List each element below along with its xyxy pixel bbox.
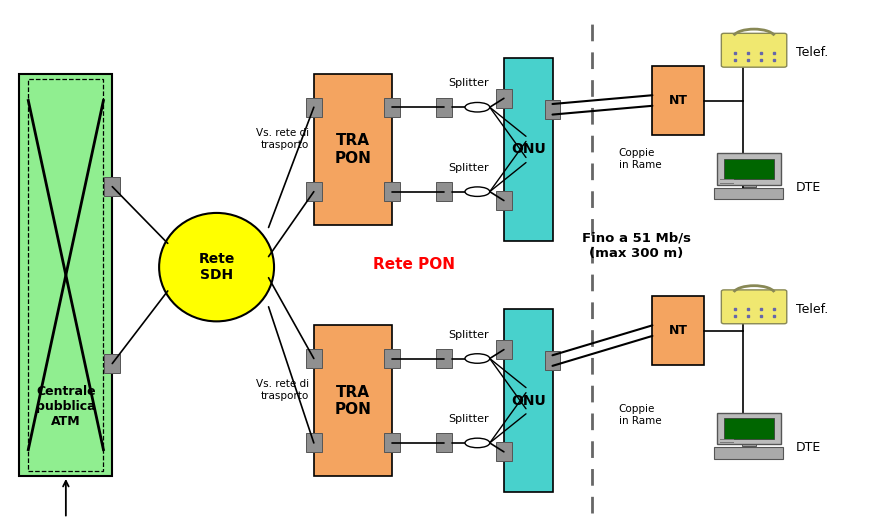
FancyBboxPatch shape [504, 58, 552, 241]
Ellipse shape [159, 213, 274, 321]
FancyBboxPatch shape [384, 349, 400, 368]
FancyBboxPatch shape [436, 182, 452, 201]
FancyBboxPatch shape [384, 433, 400, 452]
Text: Vs. rete di
trasporto: Vs. rete di trasporto [256, 128, 309, 150]
Text: Splitter: Splitter [448, 78, 489, 88]
Text: TRA
PON: TRA PON [334, 133, 371, 166]
FancyBboxPatch shape [436, 349, 452, 368]
FancyBboxPatch shape [384, 98, 400, 117]
Text: Splitter: Splitter [448, 414, 489, 424]
Text: ONU: ONU [511, 142, 545, 157]
FancyBboxPatch shape [717, 413, 781, 444]
Ellipse shape [465, 438, 490, 448]
FancyBboxPatch shape [104, 354, 120, 373]
FancyBboxPatch shape [314, 325, 392, 476]
FancyBboxPatch shape [306, 98, 322, 117]
Text: Splitter: Splitter [448, 163, 489, 173]
Text: DTE: DTE [796, 441, 821, 453]
FancyBboxPatch shape [742, 183, 756, 187]
FancyBboxPatch shape [652, 296, 704, 365]
Text: Fino a 51 Mb/s
(max 300 m): Fino a 51 Mb/s (max 300 m) [582, 232, 691, 260]
FancyBboxPatch shape [306, 349, 322, 368]
Text: ONU: ONU [511, 394, 545, 408]
FancyBboxPatch shape [436, 433, 452, 452]
FancyBboxPatch shape [496, 442, 512, 461]
Text: Vs. rete di
trasporto: Vs. rete di trasporto [256, 379, 309, 401]
Text: Rete PON: Rete PON [373, 257, 454, 272]
FancyBboxPatch shape [314, 74, 392, 225]
FancyBboxPatch shape [306, 433, 322, 452]
Text: Telef.: Telef. [796, 303, 827, 316]
FancyBboxPatch shape [104, 177, 120, 196]
Ellipse shape [465, 103, 490, 112]
FancyBboxPatch shape [19, 74, 112, 476]
FancyBboxPatch shape [496, 191, 512, 210]
FancyBboxPatch shape [306, 182, 322, 201]
FancyBboxPatch shape [496, 340, 512, 359]
FancyBboxPatch shape [496, 89, 512, 108]
FancyBboxPatch shape [717, 153, 781, 185]
FancyBboxPatch shape [436, 98, 452, 117]
FancyBboxPatch shape [721, 290, 787, 324]
Text: DTE: DTE [796, 181, 821, 194]
Ellipse shape [465, 354, 490, 363]
FancyBboxPatch shape [504, 309, 552, 492]
FancyBboxPatch shape [724, 159, 774, 179]
FancyBboxPatch shape [714, 447, 783, 459]
FancyBboxPatch shape [384, 182, 400, 201]
FancyBboxPatch shape [742, 442, 756, 446]
Text: Coppie
in Rame: Coppie in Rame [619, 405, 661, 426]
Text: NT: NT [668, 324, 688, 337]
FancyBboxPatch shape [724, 418, 774, 439]
Text: Splitter: Splitter [448, 330, 489, 340]
Text: Coppie
in Rame: Coppie in Rame [619, 148, 661, 169]
FancyBboxPatch shape [545, 100, 560, 119]
Text: Centrale
pubblica
ATM: Centrale pubblica ATM [36, 386, 95, 428]
Text: Rete
SDH: Rete SDH [198, 252, 235, 282]
Ellipse shape [465, 187, 490, 196]
FancyBboxPatch shape [652, 66, 704, 135]
FancyBboxPatch shape [714, 188, 783, 199]
Text: Telef.: Telef. [796, 47, 827, 59]
FancyBboxPatch shape [545, 351, 560, 370]
Text: NT: NT [668, 94, 688, 107]
Text: TRA
PON: TRA PON [334, 385, 371, 417]
FancyBboxPatch shape [721, 33, 787, 67]
